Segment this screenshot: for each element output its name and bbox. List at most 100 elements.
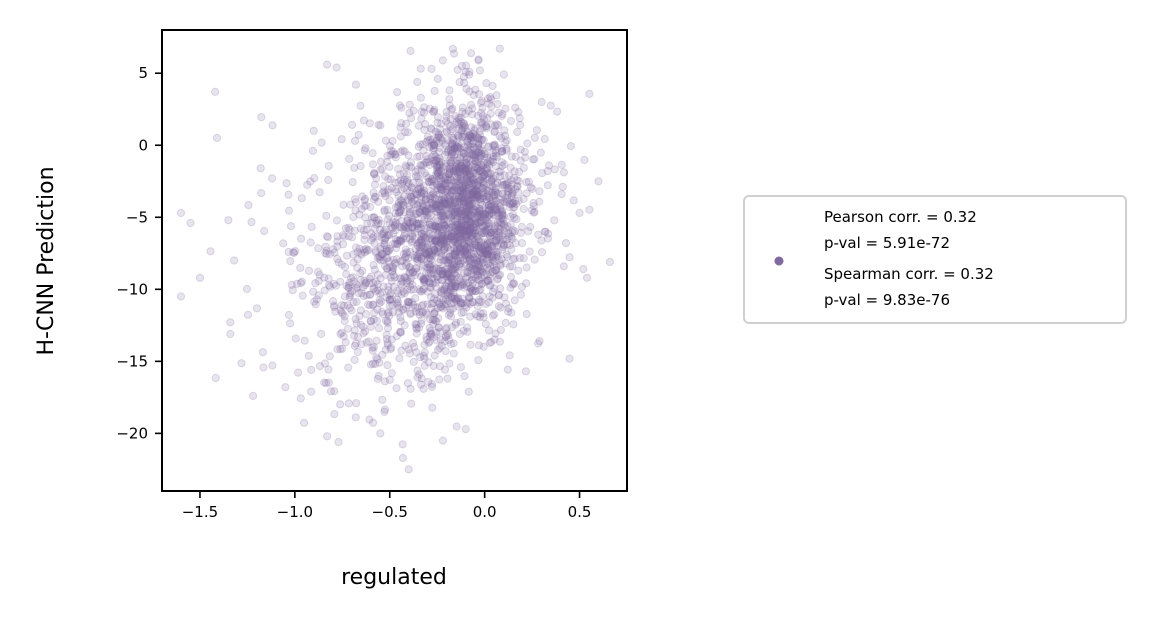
scatter-point	[482, 124, 491, 133]
scatter-point	[326, 387, 336, 396]
scatter-point	[458, 294, 467, 303]
scatter-point	[490, 224, 499, 233]
scatter-point	[230, 256, 239, 265]
scatter-point	[450, 244, 459, 253]
scatter-point	[460, 123, 469, 132]
scatter-point	[296, 394, 305, 403]
scatter-point	[442, 205, 452, 214]
scatter-point	[491, 266, 500, 275]
scatter-point	[442, 127, 451, 136]
scatter-point	[497, 207, 506, 216]
scatter-point	[382, 330, 391, 340]
scatter-point	[470, 229, 479, 238]
scatter-point	[353, 283, 362, 292]
scatter-point	[324, 161, 333, 170]
scatter-point	[314, 244, 323, 253]
scatter-point	[469, 133, 478, 143]
scatter-point	[530, 207, 539, 216]
scatter-point	[447, 149, 457, 158]
scatter-point	[438, 285, 447, 294]
scatter-point	[505, 262, 514, 271]
scatter-point	[433, 225, 442, 234]
scatter-point	[454, 119, 463, 128]
scatter-point	[456, 281, 465, 290]
scatter-point	[456, 153, 465, 162]
scatter-point	[443, 237, 452, 246]
scatter-point	[495, 132, 504, 141]
scatter-point	[376, 429, 385, 438]
scatter-point	[449, 236, 458, 245]
scatter-point	[363, 219, 372, 228]
scatter-point	[460, 194, 469, 203]
scatter-point	[432, 136, 441, 146]
scatter-point	[472, 207, 481, 216]
scatter-point	[471, 259, 480, 268]
scatter-point	[449, 349, 458, 358]
scatter-point	[471, 157, 480, 166]
scatter-point	[456, 259, 465, 268]
scatter-point	[440, 140, 449, 149]
scatter-point	[505, 199, 514, 208]
scatter-point	[465, 227, 474, 236]
scatter-point	[464, 203, 473, 212]
scatter-point	[380, 205, 389, 214]
scatter-point	[351, 413, 360, 422]
scatter-point	[462, 215, 471, 224]
scatter-point	[284, 310, 293, 320]
scatter-point	[409, 191, 418, 200]
scatter-point	[450, 265, 459, 274]
scatter-point	[476, 118, 485, 127]
scatter-point	[466, 259, 475, 268]
scatter-point	[453, 142, 462, 152]
scatter-point	[237, 359, 246, 368]
scatter-point	[390, 220, 399, 229]
scatter-point	[438, 231, 447, 240]
scatter-point	[446, 165, 455, 174]
scatter-point	[459, 119, 468, 129]
scatter-point	[394, 164, 403, 174]
scatter-point	[463, 210, 472, 219]
scatter-point	[468, 142, 477, 151]
scatter-point	[540, 134, 549, 144]
scatter-point	[487, 102, 496, 111]
scatter-point	[550, 216, 559, 225]
scatter-point	[454, 177, 463, 186]
scatter-point	[526, 222, 535, 232]
scatter-point	[448, 278, 457, 287]
scatter-point	[287, 280, 296, 289]
scatter-point	[488, 155, 497, 164]
scatter-point	[463, 178, 473, 187]
scatter-point	[479, 178, 488, 187]
scatter-point	[304, 351, 313, 360]
scatter-point	[469, 149, 478, 158]
scatter-point	[474, 211, 483, 220]
scatter-point	[497, 111, 506, 121]
scatter-point	[351, 80, 360, 89]
scatter-point	[464, 166, 473, 175]
scatter-point	[455, 260, 464, 269]
scatter-point	[454, 228, 463, 237]
scatter-point	[449, 195, 458, 204]
scatter-point	[474, 235, 483, 244]
scatter-point	[443, 374, 452, 383]
scatter-point	[472, 180, 481, 189]
scatter-point	[505, 202, 514, 212]
scatter-point	[383, 338, 392, 347]
scatter-point	[186, 218, 195, 228]
scatter-point	[361, 194, 370, 203]
scatter-point	[430, 245, 439, 254]
scatter-point	[550, 165, 559, 174]
scatter-point	[384, 282, 393, 291]
scatter-point	[244, 201, 253, 210]
scatter-point	[497, 239, 506, 248]
scatter-point	[463, 224, 472, 233]
scatter-point	[474, 56, 483, 65]
scatter-point	[387, 369, 396, 378]
scatter-point	[458, 121, 467, 131]
scatter-point	[447, 292, 456, 301]
scatter-point	[479, 342, 488, 351]
scatter-point	[474, 356, 483, 365]
scatter-point	[476, 198, 485, 207]
scatter-point	[464, 387, 473, 396]
scatter-point	[461, 181, 470, 190]
